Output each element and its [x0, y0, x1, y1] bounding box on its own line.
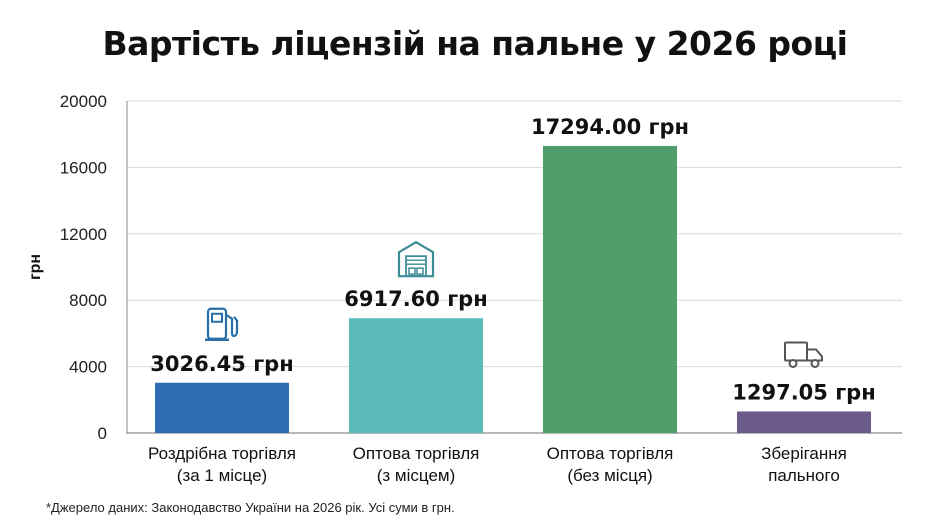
- category-label: пального: [768, 466, 840, 485]
- bar: [155, 382, 289, 433]
- y-axis-label: грн: [27, 254, 44, 280]
- category-label: (за 1 місце): [177, 466, 267, 485]
- y-tick-label: 20000: [60, 92, 107, 111]
- labels: 0 4000 8000 12000 16000 20000 грн 3026.45 грн Ро…: [27, 92, 876, 485]
- y-tick-label: 16000: [60, 158, 107, 177]
- bar: [349, 318, 483, 433]
- category-label: (з місцем): [377, 466, 456, 485]
- bar: [737, 411, 871, 433]
- warehouse-icon: [397, 240, 435, 278]
- bars: [155, 145, 871, 433]
- grid-lines: [127, 100, 902, 368]
- y-tick-label: 8000: [69, 291, 107, 310]
- category-label: Оптова торгівля: [353, 444, 480, 463]
- fuel-pump-icon: [205, 307, 239, 341]
- y-tick-label: 0: [98, 424, 107, 443]
- icons: [205, 240, 823, 368]
- truck-icon: [784, 341, 823, 368]
- y-tick-label: 12000: [60, 225, 107, 244]
- chart-title: Вартість ліцензій на пальне у 2026 році: [102, 24, 848, 63]
- bar: [543, 145, 677, 433]
- bar-value-label: 17294.00 грн: [531, 115, 689, 139]
- bar-value-label: 6917.60 грн: [344, 287, 487, 311]
- category-label: Зберігання: [761, 444, 847, 463]
- category-label: Оптова торгівля: [547, 444, 674, 463]
- bar-value-label: 1297.05 грн: [732, 380, 875, 404]
- footnote: *Джерело даних: Законодавство України на…: [46, 500, 455, 515]
- category-label: (без місця): [567, 466, 652, 485]
- bar-value-label: 3026.45 грн: [150, 352, 293, 376]
- category-label: Роздрібна торгівля: [148, 444, 296, 463]
- y-tick-label: 4000: [69, 358, 107, 377]
